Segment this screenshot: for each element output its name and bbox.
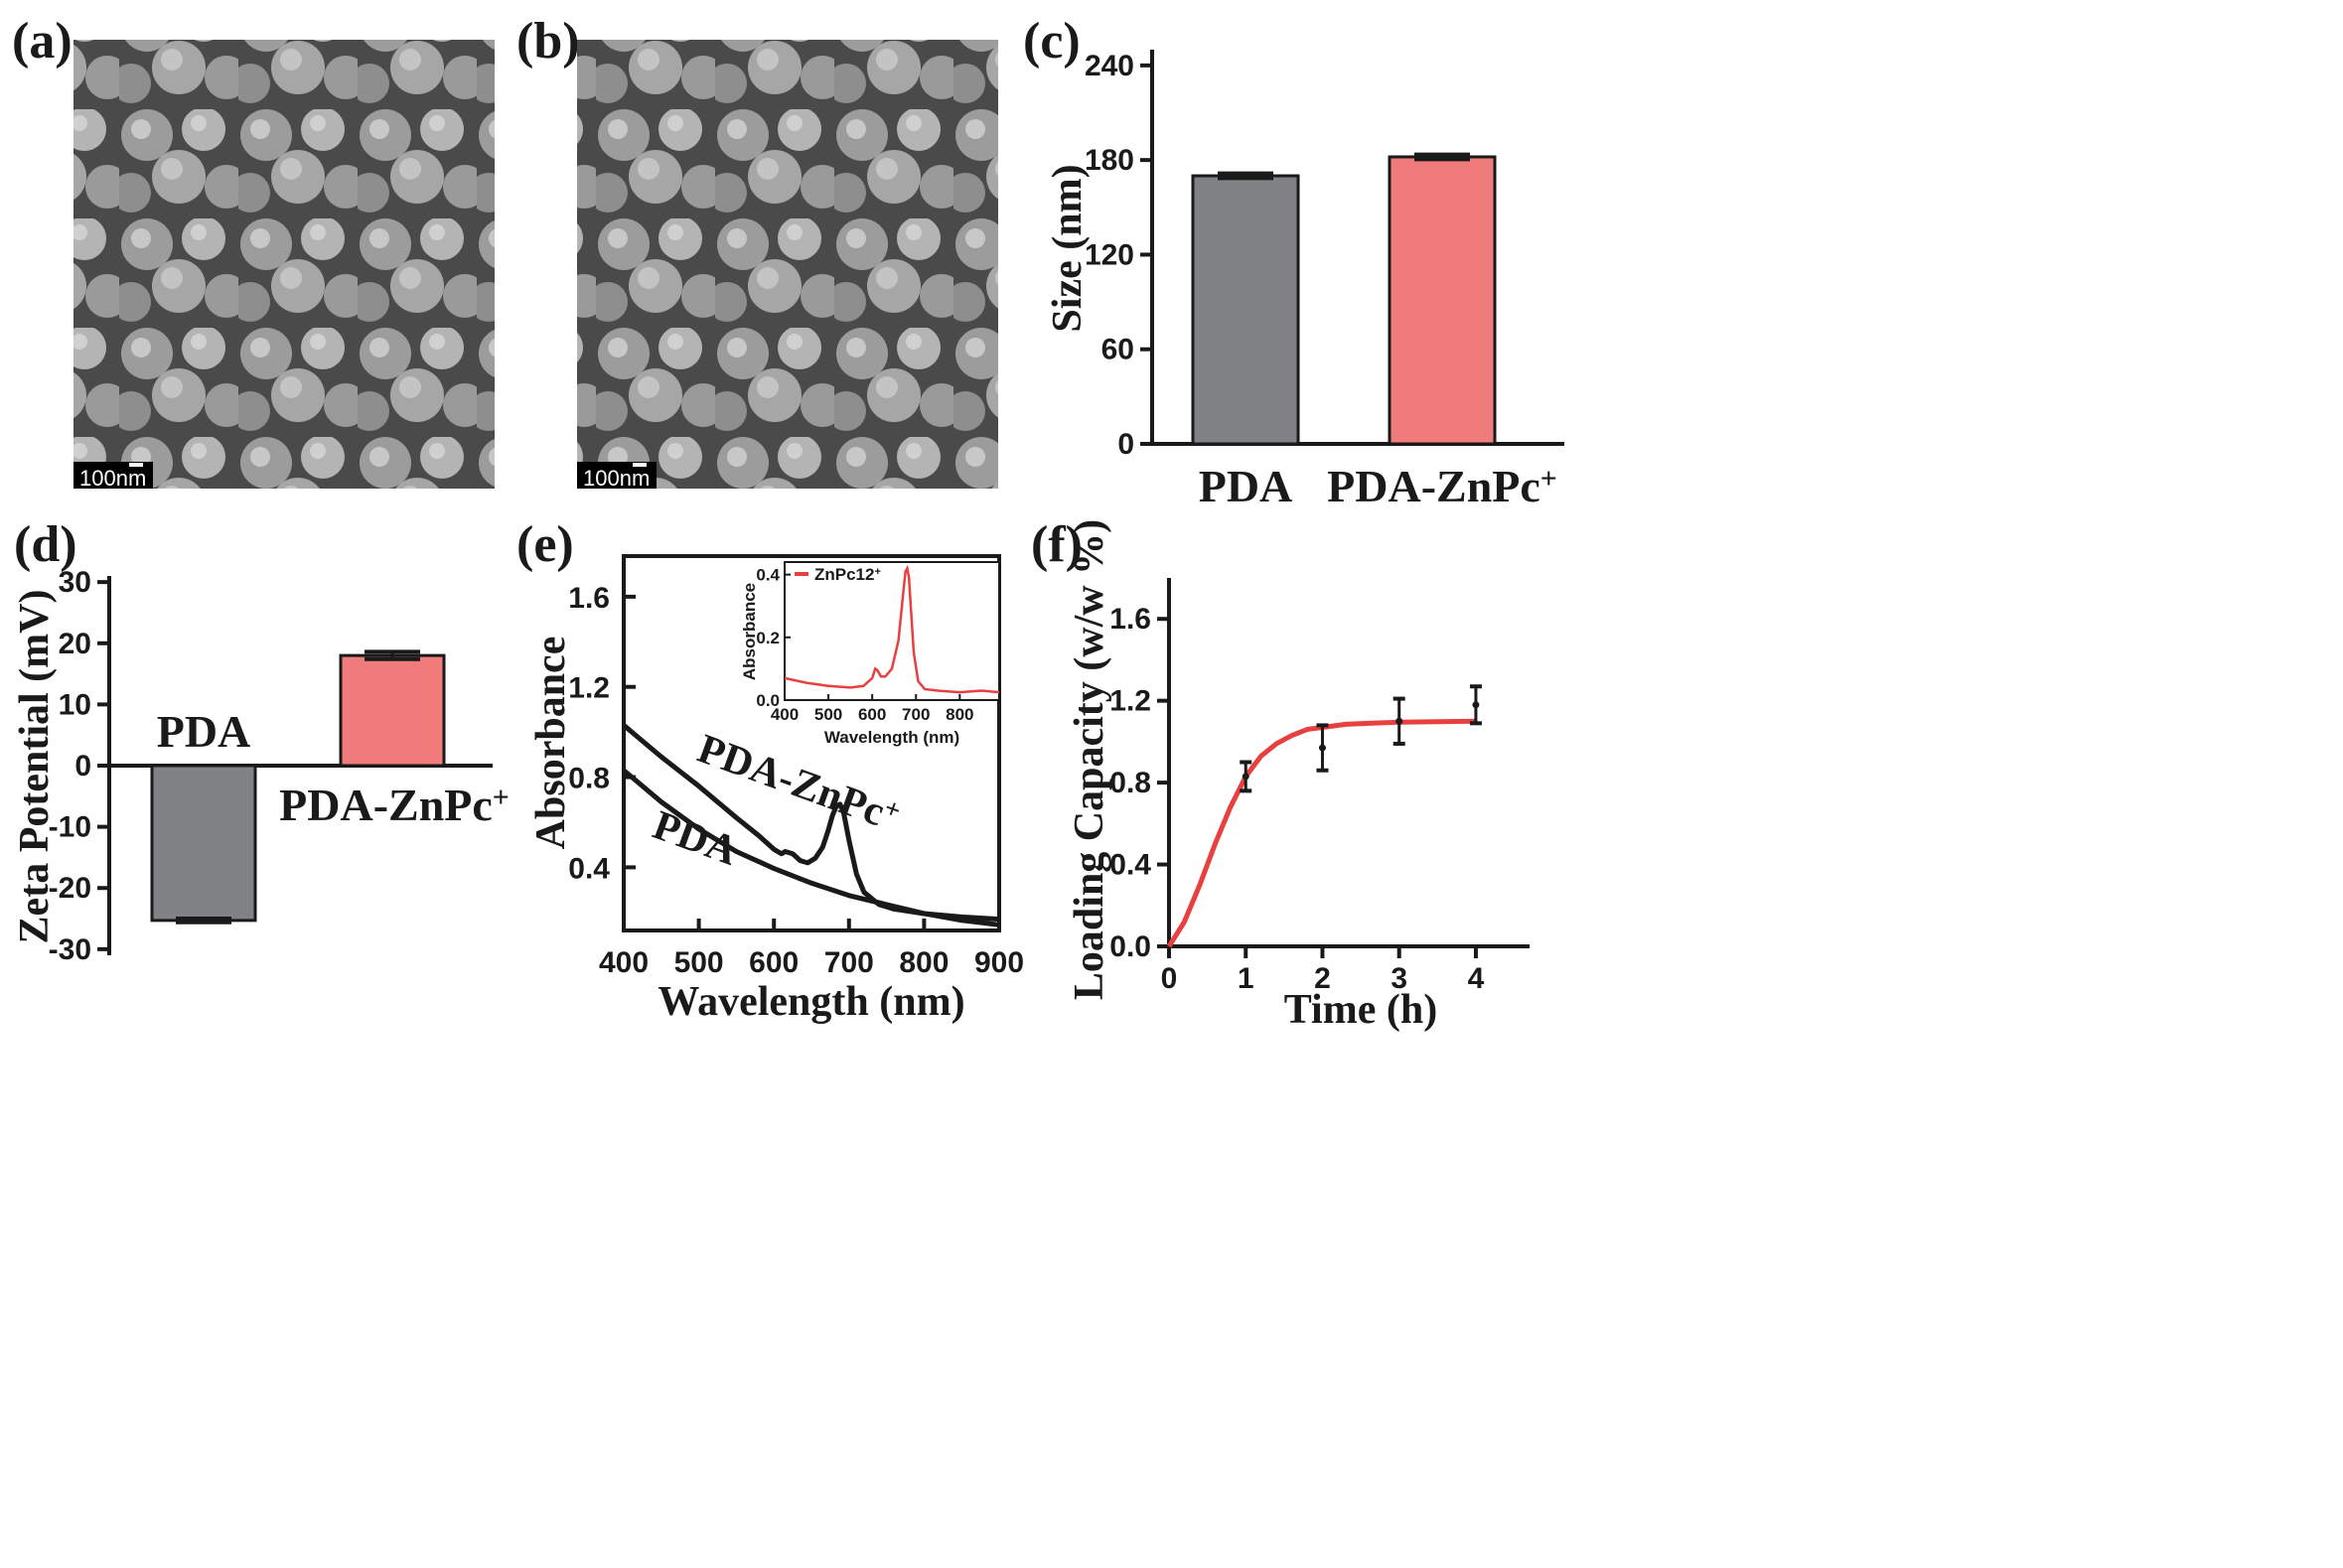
bar-pda bbox=[150, 764, 257, 923]
x-tick-label: 900 bbox=[974, 946, 1024, 979]
y-axis-title: Zeta Potential (mV) bbox=[12, 590, 58, 944]
y-tick-label: 0.4 bbox=[1109, 849, 1151, 882]
size-bar-chart: 0 60 120 180 240 PDA PDA-ZnPc+ Size (nm) bbox=[1045, 50, 1564, 511]
sem-image-a: 100nm bbox=[73, 40, 495, 491]
sem-image-b: 100nm bbox=[577, 40, 998, 491]
x-axis-title: Time (h) bbox=[1284, 987, 1437, 1033]
scale-bar-label: 100nm bbox=[583, 466, 650, 491]
x-tick-label: 0 bbox=[1161, 962, 1178, 995]
panel-label-f: (f) bbox=[1031, 516, 1083, 573]
y-tick-label: 30 bbox=[59, 566, 91, 599]
bar-pda-znpc bbox=[339, 653, 446, 768]
y-tick-label: 0.8 bbox=[568, 763, 610, 795]
y-tick-label: 0.4 bbox=[568, 852, 610, 885]
y-tick-label: 0.0 bbox=[1109, 930, 1151, 963]
scale-bar bbox=[129, 463, 143, 467]
scale-bar bbox=[633, 463, 647, 467]
category-label: PDA-ZnPc+ bbox=[1327, 461, 1557, 511]
y-tick-label: 1.6 bbox=[1109, 603, 1151, 636]
inset-y-tick-label: 0.0 bbox=[756, 691, 780, 710]
y-tick-label: 60 bbox=[1101, 334, 1134, 366]
y-tick-label: 20 bbox=[59, 628, 91, 660]
panel-label-b: (b) bbox=[516, 13, 580, 70]
x-tick-label: 2 bbox=[1314, 962, 1331, 995]
panel-label-e: (e) bbox=[516, 516, 574, 573]
y-axis-title: Loading Capacity (w/w %) bbox=[1067, 519, 1112, 1000]
inset-x-tick-label: 600 bbox=[858, 705, 886, 724]
data-point bbox=[1318, 744, 1326, 752]
panel-label-d: (d) bbox=[14, 516, 77, 573]
panel-label-a: (a) bbox=[12, 13, 73, 70]
plot-frame bbox=[622, 554, 1001, 932]
y-axis-title: Size (nm) bbox=[1045, 164, 1091, 332]
y-tick-label: 0 bbox=[1117, 428, 1134, 461]
inset-legend-label: ZnPc12+ bbox=[814, 565, 881, 584]
x-tick-label: 700 bbox=[824, 946, 874, 979]
inset-x-tick-label: 800 bbox=[946, 705, 973, 724]
x-tick-label: 800 bbox=[899, 946, 949, 979]
y-tick-label: 1.6 bbox=[568, 582, 610, 615]
inset-x-tick-label: 500 bbox=[814, 705, 842, 724]
y-tick-label: -20 bbox=[49, 872, 91, 905]
scale-bar-label: 100nm bbox=[79, 466, 146, 491]
inset-frame bbox=[784, 561, 1000, 701]
y-tick-label: 240 bbox=[1085, 50, 1134, 82]
inset-x-axis-title: Wavelength (nm) bbox=[824, 728, 959, 747]
y-tick-label: -30 bbox=[49, 933, 91, 966]
x-tick-label: 4 bbox=[1468, 962, 1485, 995]
y-tick-label: 120 bbox=[1085, 238, 1134, 271]
x-tick-label: 3 bbox=[1391, 962, 1407, 995]
y-axis-title: Absorbance bbox=[528, 637, 574, 850]
inset-x-tick-label: 400 bbox=[771, 705, 799, 724]
inset-series-znpc12 bbox=[784, 564, 1000, 694]
category-label: PDA bbox=[1199, 461, 1293, 511]
x-axis-title: Wavelength (nm) bbox=[658, 979, 964, 1025]
y-tick-label: 0 bbox=[74, 750, 91, 783]
inset-y-axis-title: Absorbance bbox=[740, 583, 759, 680]
loading-capacity-chart: 0 1 2 3 4 0.0 0.4 0.8 1.2 1.6 Time (h) Loading Capa… bbox=[1067, 519, 1530, 1033]
bar-pda bbox=[1191, 174, 1300, 446]
data-point bbox=[1472, 701, 1480, 709]
x-tick-label: 400 bbox=[599, 946, 649, 979]
category-label: PDA-ZnPc+ bbox=[279, 780, 510, 830]
category-label: PDA bbox=[157, 706, 251, 757]
y-tick-label: 0.8 bbox=[1109, 767, 1151, 799]
x-tick-label: 500 bbox=[674, 946, 724, 979]
data-point bbox=[1395, 717, 1403, 725]
y-tick-label: 180 bbox=[1085, 144, 1134, 177]
panel-label-c: (c) bbox=[1023, 13, 1081, 70]
fit-curve bbox=[1166, 718, 1476, 948]
y-tick-label: 1.2 bbox=[568, 672, 610, 705]
zeta-potential-bar-chart: -30 -20 -10 0 10 20 30 PDA PDA-ZnPc+ Zeta Potenti… bbox=[12, 566, 510, 966]
inset-y-tick-label: 0.4 bbox=[756, 566, 780, 585]
inset-x-tick-label: 700 bbox=[902, 705, 930, 724]
x-tick-label: 600 bbox=[749, 946, 799, 979]
inset-y-tick-label: 0.2 bbox=[756, 629, 780, 647]
series-pda bbox=[622, 768, 1000, 927]
y-tick-label: 1.2 bbox=[1109, 685, 1151, 718]
y-tick-label: -10 bbox=[49, 811, 91, 844]
x-tick-label: 1 bbox=[1238, 962, 1254, 995]
y-tick-label: 10 bbox=[59, 688, 91, 721]
bar-pda-znpc bbox=[1388, 155, 1497, 446]
data-point bbox=[1242, 773, 1249, 781]
absorbance-line-chart: 400 500 600 700 800 9000.40.81.21.6PDA-ZnPc+P… bbox=[528, 554, 1024, 1025]
